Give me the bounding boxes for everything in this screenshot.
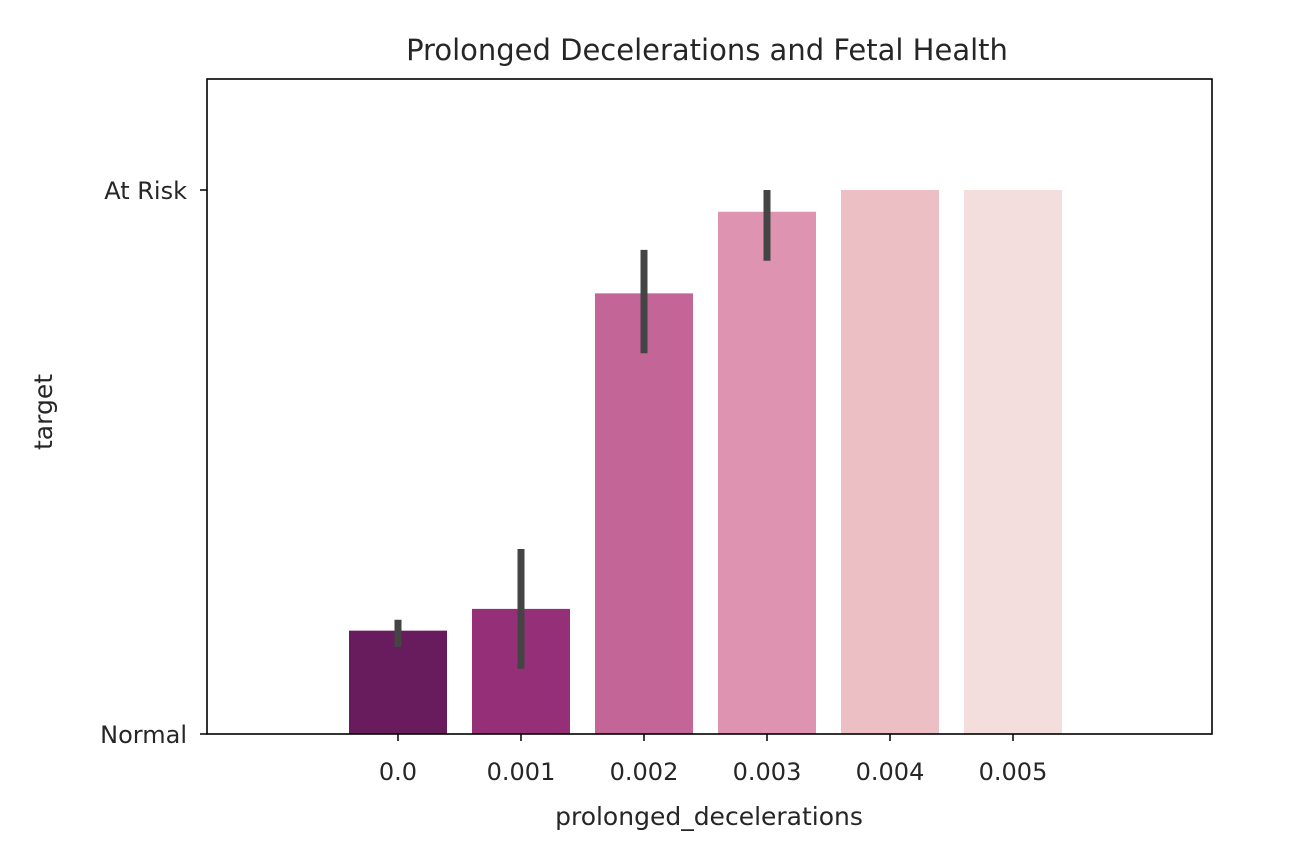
x-tick-label-0.001: 0.001 [487,758,556,786]
error-bars-layer [394,190,771,669]
y-ticks-layer: Normal At Risk [100,177,207,749]
x-tick-label-0.002: 0.002 [610,758,679,786]
x-tick-label-0.004: 0.004 [856,758,925,786]
bar-0.004 [841,190,939,734]
x-ticks-layer: 0.0 0.001 0.002 0.003 0.004 0.005 [379,734,1047,786]
x-tick-label-0.005: 0.005 [979,758,1048,786]
y-axis-label: target [29,374,58,450]
bar-0.0 [349,630,447,734]
x-tick-label-0.003: 0.003 [733,758,802,786]
x-axis-label: prolonged_decelerations [555,802,863,831]
chart-title: Prolonged Decelerations and Fetal Health [406,33,1008,67]
bars-layer [349,190,1062,734]
bar-0.002 [595,293,693,734]
bar-0.005 [964,190,1062,734]
y-tick-label-normal: Normal [100,721,187,749]
y-tick-label-at-risk: At Risk [104,177,187,205]
plot-frame [206,78,1213,735]
bar-0.003 [718,211,816,734]
x-tick-label-0.0: 0.0 [379,758,417,786]
